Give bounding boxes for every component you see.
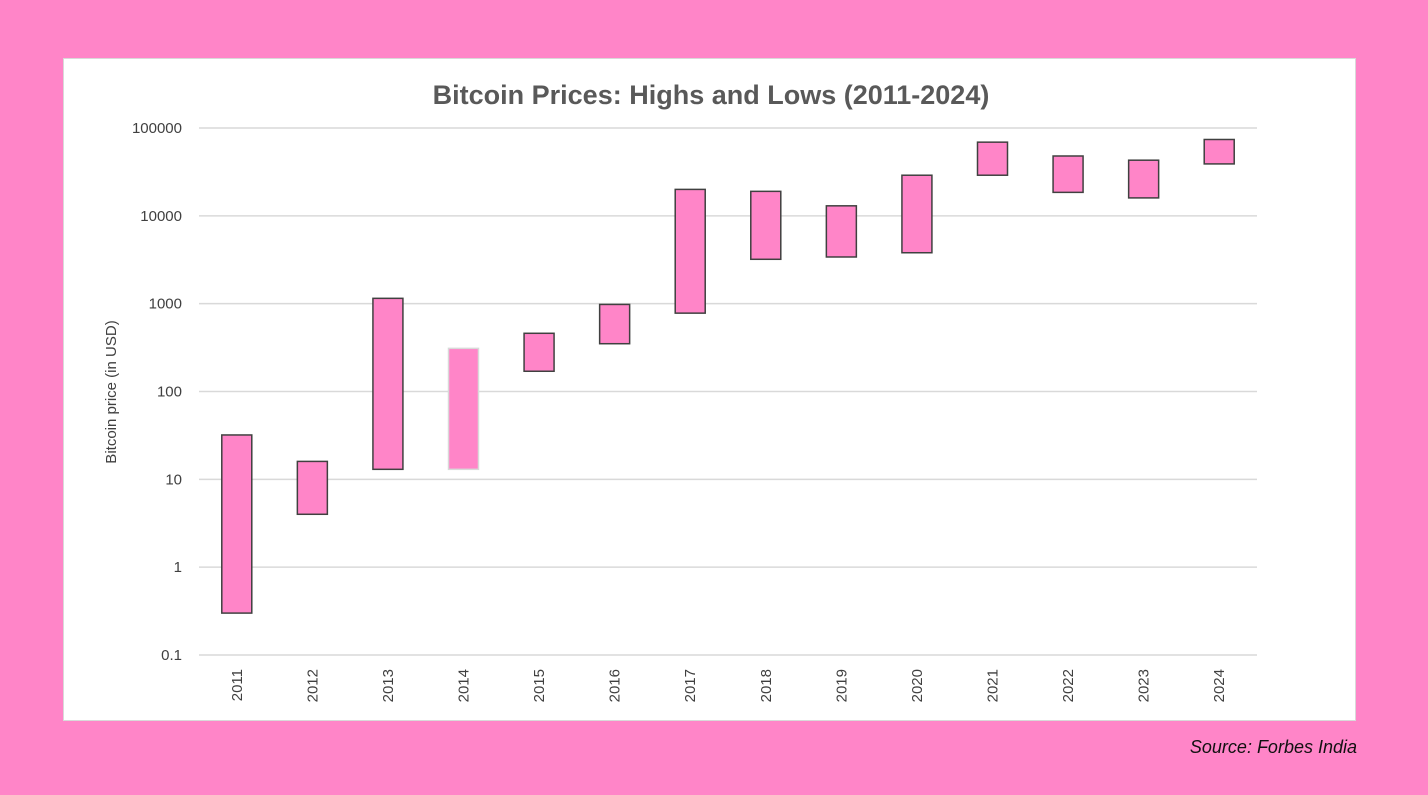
y-axis-title: Bitcoin price (in USD) — [103, 320, 120, 463]
range-bar-2019 — [825, 205, 858, 258]
y-tick-label: 10 — [165, 471, 182, 488]
x-tick-labels: 2011 2012 2013 2014 2015 2016 2017 2018 2019 2020… — [229, 669, 1228, 702]
x-tick-label: 2012 — [304, 669, 321, 702]
range-bar-2024 — [1203, 138, 1235, 165]
chart-svg: Bitcoin Prices: Highs and Lows (2011-202… — [103, 80, 1257, 702]
x-tick-label: 2019 — [833, 669, 850, 702]
y-tick-label: 100 — [157, 384, 182, 401]
range-bar-2023 — [1127, 159, 1160, 199]
y-tick-labels: 0.1 1 10 100 1000 10000 100000 — [132, 120, 182, 664]
x-tick-label: 2021 — [985, 669, 1002, 702]
range-bar-2015 — [523, 332, 555, 373]
gridlines — [199, 127, 1257, 656]
source-note: Source: Forbes India — [1189, 737, 1357, 757]
range-bar-2020 — [901, 174, 933, 254]
chart-title: Bitcoin Prices: Highs and Lows (2011-202… — [433, 80, 990, 110]
range-bar-2022 — [1052, 155, 1084, 194]
range-bars — [221, 138, 1235, 614]
y-tick-label: 1 — [174, 559, 182, 576]
x-tick-label: 2013 — [380, 669, 397, 702]
y-tick-label: 1000 — [149, 296, 182, 313]
range-bar-2017 — [674, 188, 706, 314]
range-bar-2018 — [750, 190, 782, 261]
range-bar-2013 — [372, 297, 404, 471]
chart-panel: Bitcoin Prices: Highs and Lows (2011-202… — [63, 58, 1356, 721]
range-bar-2012 — [296, 460, 329, 516]
x-tick-label: 2014 — [456, 669, 473, 702]
x-tick-label: 2024 — [1211, 669, 1228, 702]
y-tick-label: 0.1 — [161, 647, 182, 664]
y-tick-label: 10000 — [140, 208, 182, 225]
x-tick-label: 2022 — [1060, 669, 1077, 702]
x-tick-label: 2011 — [229, 669, 246, 701]
range-bar-2014 — [447, 347, 480, 471]
y-tick-label: 100000 — [132, 120, 182, 137]
range-bar-2021 — [976, 141, 1009, 176]
range-bar-2011 — [221, 434, 253, 614]
x-tick-label: 2020 — [909, 669, 926, 702]
x-tick-label: 2017 — [682, 669, 699, 702]
x-tick-label: 2016 — [607, 669, 624, 702]
range-bar-2016 — [598, 303, 631, 345]
x-tick-label: 2023 — [1136, 669, 1153, 702]
x-tick-label: 2018 — [758, 669, 775, 702]
x-tick-label: 2015 — [531, 669, 548, 702]
